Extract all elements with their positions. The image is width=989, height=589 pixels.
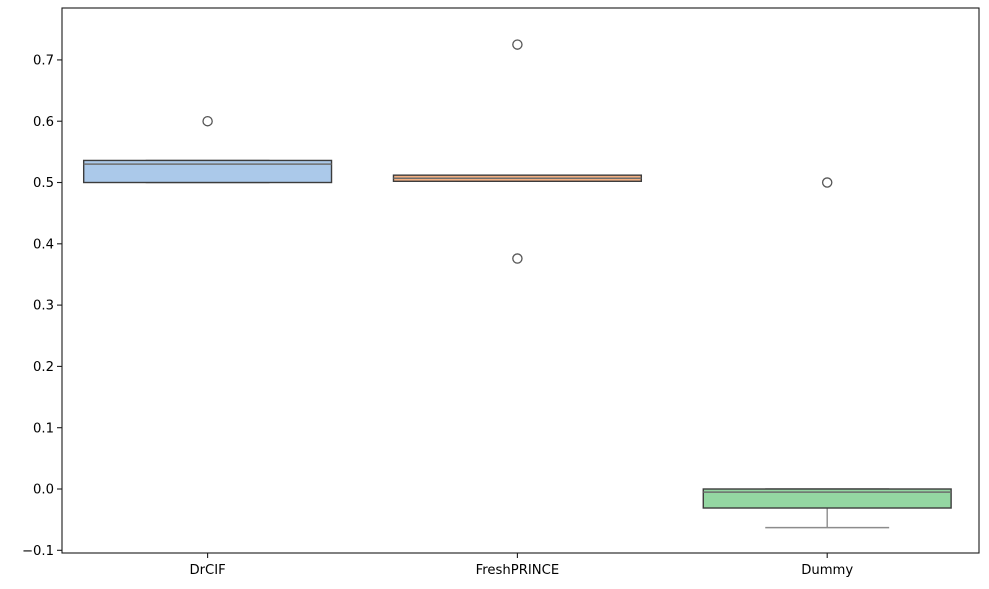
y-tick-label: 0.7	[33, 54, 54, 69]
y-tick-label: 0.1	[33, 421, 54, 436]
axes-frame	[61, 7, 980, 554]
y-tick-label: 0.5	[33, 176, 54, 191]
box-Dummy	[702, 488, 952, 509]
y-tick-label: 0.6	[33, 115, 54, 130]
y-tick-label: 0.4	[33, 237, 54, 252]
y-tick-label: 0.2	[33, 360, 54, 375]
y-tick-label: 0.0	[33, 483, 54, 498]
outlier-Dummy	[821, 177, 833, 188]
y-tick-label: −0.1	[22, 544, 54, 559]
outlier-FreshPRINCE	[512, 253, 523, 264]
box-DrCIF	[82, 159, 333, 184]
x-tick-label: FreshPRINCE	[476, 563, 560, 578]
outlier-DrCIF	[202, 115, 213, 127]
x-tick-label: DrCIF	[189, 563, 225, 578]
outlier-FreshPRINCE	[512, 39, 523, 50]
y-tick-label: 0.3	[33, 299, 54, 314]
x-tick-label: Dummy	[801, 563, 853, 578]
